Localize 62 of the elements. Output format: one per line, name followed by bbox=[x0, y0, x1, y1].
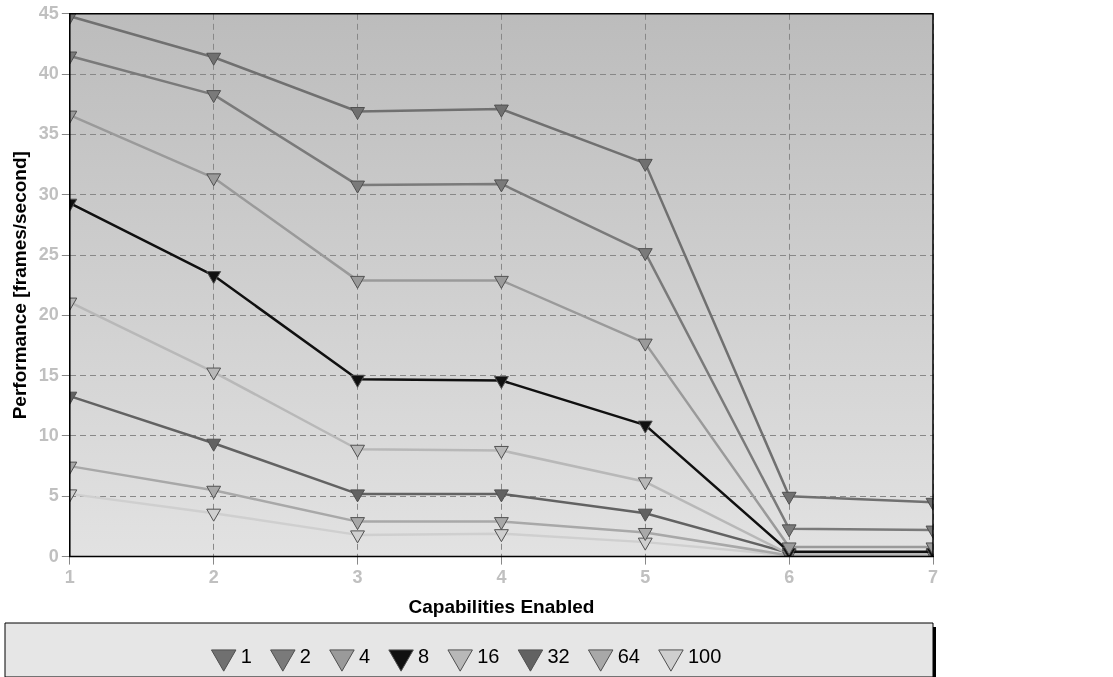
y-tick-label: 35 bbox=[38, 123, 59, 144]
y-tick-label: 40 bbox=[38, 63, 59, 84]
x-tick-label: 7 bbox=[927, 567, 939, 588]
point bbox=[350, 444, 365, 458]
legend-label: 1 bbox=[240, 644, 252, 667]
point bbox=[637, 420, 653, 434]
legend-label: 32 bbox=[547, 644, 570, 667]
point bbox=[206, 271, 222, 285]
point bbox=[206, 52, 222, 66]
legend-label: 16 bbox=[477, 644, 500, 667]
legend-label: 8 bbox=[418, 644, 430, 667]
y-axis-title: Performance [frames/second] bbox=[8, 151, 30, 420]
point bbox=[493, 179, 509, 193]
x-tick-label: 6 bbox=[784, 567, 795, 588]
point bbox=[493, 529, 509, 543]
y-tick-label: 30 bbox=[38, 183, 59, 204]
point bbox=[637, 248, 653, 262]
point bbox=[493, 445, 509, 459]
point bbox=[637, 527, 653, 541]
point bbox=[206, 438, 222, 452]
x-tick-label: 3 bbox=[352, 567, 363, 588]
x-tick-label: 2 bbox=[208, 567, 219, 588]
point bbox=[350, 489, 365, 503]
y-tick-label: 20 bbox=[38, 304, 59, 325]
point bbox=[637, 537, 653, 551]
x-tick-label: 1 bbox=[64, 567, 75, 588]
point bbox=[206, 367, 222, 381]
point bbox=[493, 275, 509, 289]
x-axis-title: Capabilities Enabled bbox=[408, 595, 595, 617]
point bbox=[206, 508, 222, 522]
legend-label: 64 bbox=[617, 644, 640, 667]
point bbox=[781, 542, 797, 556]
point bbox=[781, 491, 797, 505]
point bbox=[350, 180, 365, 194]
point bbox=[493, 517, 509, 531]
point bbox=[206, 173, 222, 187]
y-tick-label: 25 bbox=[38, 244, 59, 265]
point bbox=[350, 107, 365, 120]
legend-label: 100 bbox=[687, 644, 722, 667]
y-tick-label: 0 bbox=[48, 545, 59, 566]
y-tick-label: 45 bbox=[38, 2, 59, 23]
point bbox=[637, 477, 653, 491]
point bbox=[637, 338, 653, 352]
point bbox=[350, 530, 365, 544]
point bbox=[637, 508, 653, 522]
legend-label: 4 bbox=[358, 644, 371, 667]
y-tick-label: 15 bbox=[38, 364, 59, 385]
point bbox=[350, 374, 365, 388]
point bbox=[493, 104, 509, 118]
point bbox=[781, 524, 797, 538]
y-tick-label: 10 bbox=[38, 424, 59, 445]
x-tick-label: 5 bbox=[640, 567, 651, 588]
point bbox=[637, 158, 653, 172]
y-tick-label: 5 bbox=[48, 485, 59, 506]
legend-label: 2 bbox=[299, 644, 311, 667]
point bbox=[493, 375, 509, 389]
point bbox=[350, 275, 365, 289]
point bbox=[206, 485, 222, 499]
point bbox=[493, 489, 509, 503]
point bbox=[206, 90, 222, 104]
x-tick-label: 4 bbox=[496, 567, 507, 588]
point bbox=[350, 517, 365, 531]
